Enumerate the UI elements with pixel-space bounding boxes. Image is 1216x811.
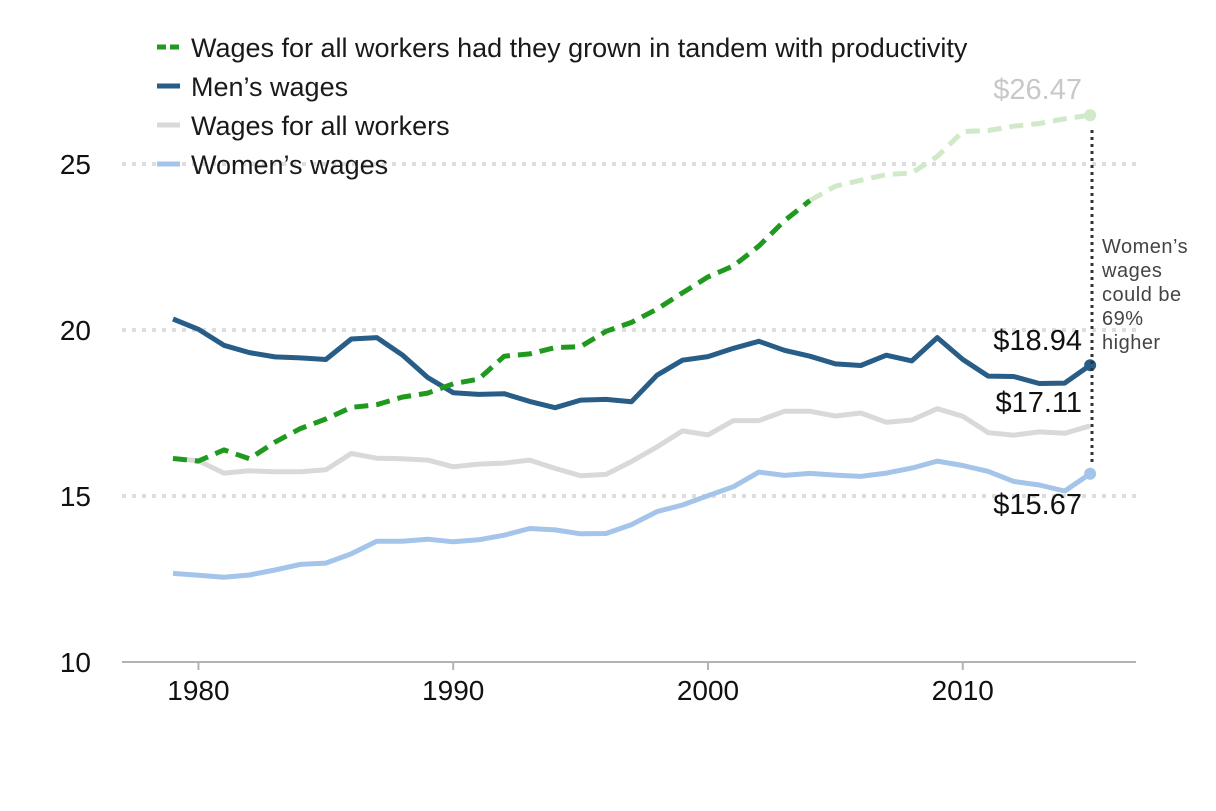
annotation-line-4: 69% (1102, 308, 1144, 330)
legend: Wages for all workers had they grown in … (157, 33, 968, 180)
y-tick-label-15: 15 (60, 481, 91, 512)
annotation-line-1: Women’s (1102, 236, 1188, 258)
end-marker-men (1084, 359, 1097, 372)
series-line-all-workers (172, 406, 1091, 479)
legend-label-2: Wages for all workers (191, 111, 450, 141)
annotation-line-5: higher (1102, 332, 1161, 354)
y-tick-label-25: 25 (60, 149, 91, 180)
legend-label-0: Wages for all workers had they grown in … (191, 33, 968, 63)
end-label-women: $15.67 (993, 489, 1082, 521)
end-value-labels: $26.47 $18.94 $17.11 $15.67 (993, 74, 1082, 521)
axes: 10 15 20 25 1980 1990 2000 2010 (60, 149, 1136, 706)
x-tick-label-1980: 1980 (167, 675, 229, 706)
end-marker-women (1084, 467, 1097, 480)
gap-annotation: Women’s wages could be 69% higher (1090, 130, 1188, 462)
end-marker-productivity (1084, 109, 1097, 122)
series-line-men (172, 316, 1092, 411)
end-label-productivity: $26.47 (993, 74, 1082, 106)
end-label-men: $18.94 (993, 325, 1082, 357)
x-tick-label-1990: 1990 (422, 675, 484, 706)
x-tick-label-2000: 2000 (677, 675, 739, 706)
series-line-women (172, 458, 1092, 580)
end-label-all: $17.11 (995, 387, 1082, 419)
annotation-line-2: wages (1101, 260, 1162, 282)
legend-label-1: Men’s wages (191, 72, 348, 102)
legend-label-3: Women’s wages (191, 150, 388, 180)
series-lines (172, 112, 1092, 580)
x-tick-label-2010: 2010 (932, 675, 994, 706)
y-tick-label-10: 10 (60, 647, 91, 678)
y-tick-label-20: 20 (60, 315, 91, 346)
series-line-productivity-faded (808, 112, 1091, 203)
series-line-productivity (172, 198, 812, 464)
gridlines (122, 162, 1136, 498)
annotation-line-3: could be (1102, 284, 1182, 306)
